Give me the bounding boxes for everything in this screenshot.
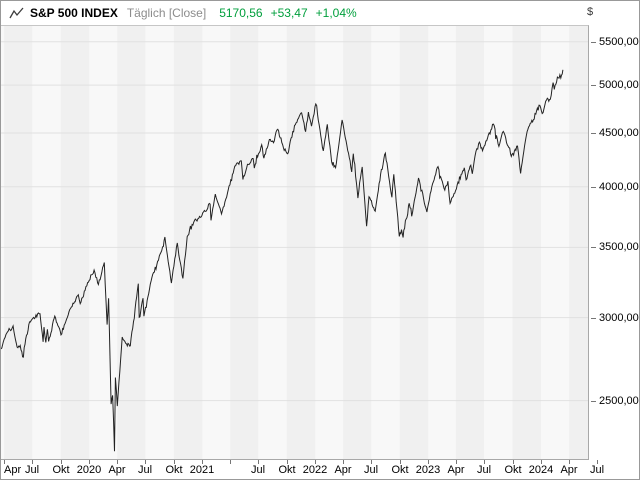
x-tick-label: Jul — [24, 464, 40, 476]
x-tick-label: Okt — [52, 464, 70, 476]
x-tick — [202, 460, 203, 464]
x-tick-label: Jul — [363, 464, 379, 476]
quarter-band — [230, 26, 259, 459]
x-tick — [597, 460, 598, 464]
y-tick — [591, 42, 596, 43]
y-tick — [591, 85, 596, 86]
y-tick — [591, 187, 596, 188]
plot-area[interactable] — [1, 25, 589, 460]
price-chart-svg[interactable] — [1, 26, 588, 459]
x-tick — [513, 460, 514, 464]
price-line — [1, 69, 564, 452]
x-tick — [541, 460, 542, 464]
x-tick — [258, 460, 259, 464]
x-tick-label: Okt — [278, 464, 296, 476]
quarter-band — [286, 26, 316, 459]
x-tick-label: Okt — [165, 464, 183, 476]
timeframe-label: Täglich [Close] — [126, 6, 207, 20]
y-tick — [591, 318, 596, 319]
x-tick — [89, 460, 90, 464]
quarter-band — [512, 26, 541, 459]
x-tick-label: Jul — [589, 464, 605, 476]
change-absolute: +53,47 — [270, 6, 308, 20]
x-tick-label: Apr — [4, 464, 22, 476]
quarter-band — [4, 26, 33, 459]
y-tick-label: 5000,00 — [599, 79, 639, 91]
y-tick — [591, 401, 596, 402]
quarter-band — [455, 26, 484, 459]
x-tick — [61, 460, 62, 464]
line-chart-icon — [9, 7, 24, 18]
x-tick-label: Jul — [137, 464, 153, 476]
x-tick — [569, 460, 570, 464]
quarter-band — [343, 26, 372, 459]
x-tick — [145, 460, 146, 464]
x-tick — [400, 460, 401, 464]
x-tick — [230, 460, 231, 464]
x-tick — [117, 460, 118, 464]
y-axis: 5500,00 5000,00 4500,00 4000,00 3500,00 3000,… — [589, 25, 639, 463]
x-tick-label: Okt — [391, 464, 409, 476]
x-tick-label: 2021 — [189, 464, 215, 476]
x-tick-label: 2020 — [76, 464, 102, 476]
y-tick-label: 5500,00 — [599, 36, 639, 48]
x-tick — [456, 460, 457, 464]
quarter-band — [569, 26, 588, 459]
x-tick — [484, 460, 485, 464]
x-tick-label: Apr — [560, 464, 578, 476]
x-tick-label: 2023 — [415, 464, 441, 476]
x-tick-label: Okt — [504, 464, 522, 476]
quarter-band — [173, 26, 203, 459]
last-price: 5170,56 — [219, 6, 263, 20]
x-tick-label: Jul — [476, 464, 492, 476]
x-tick-label: Apr — [108, 464, 126, 476]
y-tick-label: 2500,00 — [599, 395, 639, 407]
quarter-band — [117, 26, 146, 459]
y-tick — [591, 247, 596, 248]
x-tick — [287, 460, 288, 464]
quarter-band — [60, 26, 90, 459]
x-tick-label: Apr — [447, 464, 465, 476]
x-tick — [4, 460, 5, 464]
x-tick — [428, 460, 429, 464]
y-tick-label: 3000,00 — [599, 312, 639, 324]
y-tick-label: 3500,00 — [599, 241, 639, 253]
currency-label: $ — [587, 6, 594, 18]
x-tick — [343, 460, 344, 464]
instrument-name: S&P 500 INDEX — [30, 6, 118, 20]
x-tick — [315, 460, 316, 464]
x-tick-label: Jul — [250, 464, 266, 476]
x-tick-label: 2022 — [302, 464, 328, 476]
x-axis: Apr Jul Okt 2020 Apr Jul Okt 2021 Jul Okt 2022 Apr J… — [1, 460, 623, 479]
quarter-band — [399, 26, 429, 459]
change-percent: +1,04% — [315, 6, 357, 20]
x-tick — [174, 460, 175, 464]
y-tick-label: 4000,00 — [599, 181, 639, 193]
x-tick — [32, 460, 33, 464]
x-tick-label: 2024 — [528, 464, 554, 476]
y-tick-label: 4500,00 — [599, 127, 639, 139]
x-tick-label: Apr — [334, 464, 352, 476]
chart-header: S&P 500 INDEX Täglich [Close] 5170,56 +5… — [1, 1, 639, 25]
x-tick — [371, 460, 372, 464]
y-tick — [591, 133, 596, 134]
